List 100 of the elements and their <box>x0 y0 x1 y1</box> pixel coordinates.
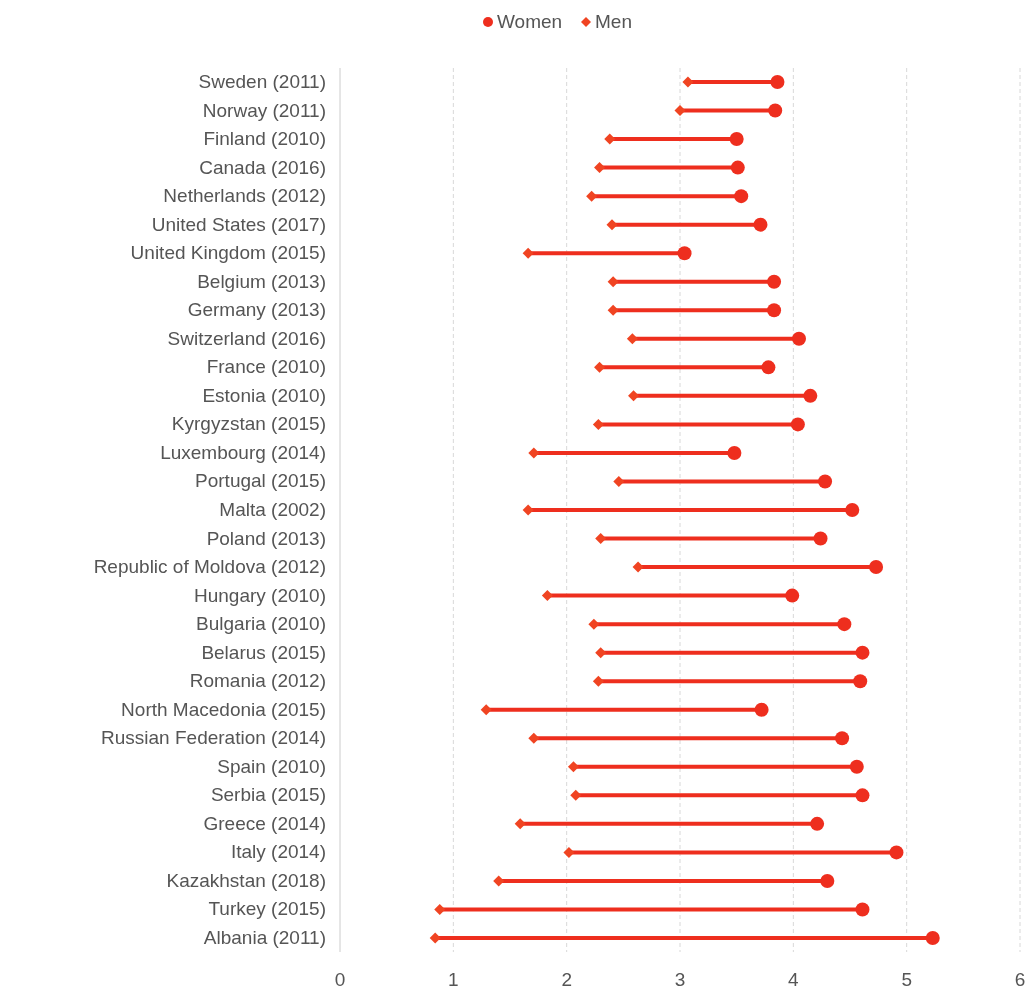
point <box>761 360 776 375</box>
point <box>595 647 607 659</box>
point <box>595 533 607 545</box>
y-tick-label: Norway (2011) <box>202 99 326 121</box>
point <box>869 560 884 575</box>
point <box>604 133 616 145</box>
point <box>855 645 870 660</box>
point <box>835 731 850 746</box>
point <box>837 617 852 632</box>
point <box>567 761 579 773</box>
point <box>588 618 600 630</box>
point <box>818 474 833 489</box>
point <box>528 732 540 744</box>
point <box>734 189 749 204</box>
y-tick-label: Italy (2014) <box>230 841 326 863</box>
point <box>727 445 742 460</box>
point <box>792 331 806 346</box>
point <box>528 447 540 459</box>
point <box>480 704 492 716</box>
point <box>754 702 769 717</box>
x-tick-label: 5 <box>901 969 912 990</box>
point <box>541 590 553 602</box>
point <box>855 902 870 917</box>
point <box>434 903 446 915</box>
point <box>606 219 618 231</box>
y-tick-label: Netherlands (2012) <box>163 185 326 207</box>
point <box>849 759 864 774</box>
point <box>570 789 582 801</box>
point <box>607 276 619 288</box>
point <box>810 816 825 831</box>
point <box>790 417 805 432</box>
point <box>770 75 785 89</box>
point <box>628 390 640 402</box>
point <box>429 932 441 944</box>
point <box>613 475 625 487</box>
point <box>768 103 783 118</box>
point <box>803 388 818 403</box>
y-tick-label: Russian Federation (2014) <box>101 727 326 749</box>
x-tick-label: 2 <box>561 969 572 990</box>
point <box>607 304 619 316</box>
y-tick-label: Poland (2013) <box>206 527 326 549</box>
y-tick-label: Sweden (2011) <box>198 71 326 92</box>
y-tick-label: Bulgaria (2010) <box>196 613 326 635</box>
y-tick-label: Kazakhstan (2018) <box>166 869 326 891</box>
y-tick-label: Kyrgyzstan (2015) <box>171 413 326 435</box>
point <box>853 674 868 689</box>
y-tick-label: France (2010) <box>206 356 326 378</box>
legend-label: Women <box>497 11 563 32</box>
point <box>730 160 745 175</box>
point <box>729 132 744 147</box>
y-tick-label: Romania (2012) <box>189 670 326 692</box>
y-tick-label: Switzerland (2016) <box>167 327 326 349</box>
point <box>855 788 870 803</box>
y-tick-label: North Macedonia (2015) <box>121 698 326 720</box>
y-tick-label: United Kingdom (2015) <box>130 242 326 264</box>
point <box>563 846 575 858</box>
point <box>813 531 828 546</box>
y-tick-label: Finland (2010) <box>203 128 326 150</box>
y-tick-label: Portugal (2015) <box>195 470 326 492</box>
point <box>594 361 606 373</box>
y-tick-label: Canada (2016) <box>199 156 326 178</box>
point <box>586 190 598 202</box>
y-tick-label: Greece (2014) <box>203 812 326 834</box>
x-tick-label: 1 <box>448 969 459 990</box>
point <box>522 247 534 259</box>
y-tick-label: Turkey (2015) <box>208 898 326 920</box>
x-tick-label: 4 <box>788 969 800 990</box>
point <box>767 303 782 318</box>
point <box>626 333 638 345</box>
point <box>785 588 800 603</box>
point <box>674 105 686 117</box>
x-tick-label: 6 <box>1014 969 1026 990</box>
point <box>682 76 694 88</box>
x-tick-label: 0 <box>334 969 346 990</box>
y-tick-label: Albania (2011) <box>203 927 326 948</box>
y-tick-label: Luxembourg (2014) <box>160 441 326 463</box>
point <box>514 818 526 830</box>
y-tick-label: Germany (2013) <box>187 299 326 321</box>
point <box>592 418 604 430</box>
y-tick-label: Spain (2010) <box>217 755 326 777</box>
point <box>594 162 606 174</box>
y-tick-label: Malta (2002) <box>219 499 326 520</box>
point <box>493 875 505 887</box>
point <box>522 504 534 516</box>
y-tick-label: United States (2017) <box>151 213 326 235</box>
legend-label: Men <box>595 11 632 32</box>
x-tick-label: 3 <box>674 969 686 990</box>
y-tick-label: Belarus (2015) <box>201 641 326 663</box>
y-tick-label: Republic of Moldova (2012) <box>93 556 326 578</box>
point <box>632 561 644 573</box>
y-tick-label: Estonia (2010) <box>202 384 326 406</box>
y-tick-label: Hungary (2010) <box>193 584 326 606</box>
y-tick-label: Serbia (2015) <box>210 784 326 806</box>
point <box>889 845 904 860</box>
point <box>753 217 768 232</box>
point <box>925 931 940 945</box>
point <box>677 246 692 261</box>
y-tick-label: Belgium (2013) <box>197 270 326 292</box>
point <box>820 873 835 888</box>
point <box>767 274 782 289</box>
